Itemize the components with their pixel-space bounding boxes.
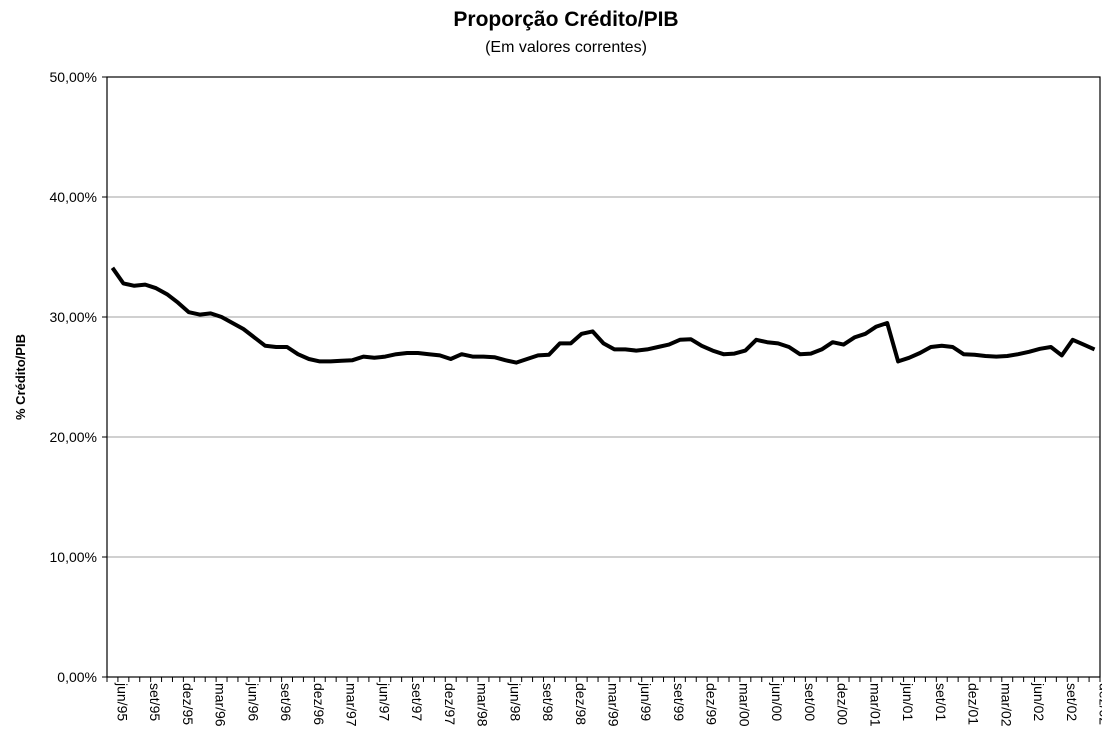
x-tick-label: mar/99	[606, 683, 622, 727]
x-tick-label: dez/02	[1097, 683, 1102, 725]
y-tick-label: 0,00%	[57, 669, 97, 685]
x-tick-label: dez/01	[966, 683, 982, 725]
x-tick-label: mar/01	[867, 683, 883, 727]
chart-title: Proporção Crédito/PIB	[453, 8, 678, 31]
x-tick-label: jun/95	[114, 682, 130, 721]
y-tick-label: 50,00%	[50, 69, 97, 85]
x-tick-label: dez/95	[180, 683, 196, 725]
x-tick-label: jun/97	[376, 682, 392, 721]
x-tick-label: set/98	[540, 683, 556, 721]
x-tick-label: mar/02	[998, 683, 1014, 727]
y-tick-label: 20,00%	[50, 429, 97, 445]
x-tick-label: jun/98	[507, 682, 523, 721]
x-tick-label: dez/98	[573, 683, 589, 725]
x-tick-label: mar/00	[736, 683, 752, 727]
x-tick-label: jun/00	[769, 682, 785, 721]
plot-border	[106, 76, 1101, 678]
x-tick-label: jun/01	[900, 682, 916, 721]
y-axis-ticks: 0,00% 10,00% 20,00% 30,00% 40,00% 50,00%	[50, 69, 107, 685]
x-tick-label: mar/96	[213, 683, 229, 727]
x-tick-label: set/02	[1064, 683, 1080, 721]
x-tick-label: set/96	[278, 683, 294, 721]
chart-subtitle: (Em valores correntes)	[485, 39, 647, 56]
y-tick-label: 40,00%	[50, 189, 97, 205]
x-tick-label: set/95	[147, 683, 163, 721]
x-tick-label: set/00	[802, 683, 818, 721]
y-axis-title: % Crédito/PIB	[13, 334, 28, 420]
x-axis-ticks: jun/95 set/95 dez/95 mar/96 jun/96 set/96 dez/…	[106, 677, 1102, 727]
series-line	[110, 266, 1096, 365]
x-tick-label: jun/02	[1031, 682, 1047, 721]
x-tick-label: set/97	[409, 683, 425, 721]
x-tick-label: jun/99	[638, 682, 654, 721]
x-tick-label: dez/96	[311, 683, 327, 725]
x-tick-label: dez/99	[704, 683, 720, 725]
x-tick-label: jun/96	[245, 682, 261, 721]
x-tick-label: mar/98	[475, 683, 491, 727]
series-layer	[110, 266, 1096, 365]
gridlines	[107, 196, 1100, 558]
y-tick-label: 10,00%	[50, 549, 97, 565]
plot-area	[107, 77, 1100, 677]
x-tick-label: dez/97	[442, 683, 458, 725]
x-tick-label: set/01	[933, 683, 949, 721]
y-tick-label: 30,00%	[50, 309, 97, 325]
x-tick-label: set/99	[671, 683, 687, 721]
x-tick-label: mar/97	[344, 683, 360, 727]
x-tick-label: dez/00	[835, 683, 851, 725]
